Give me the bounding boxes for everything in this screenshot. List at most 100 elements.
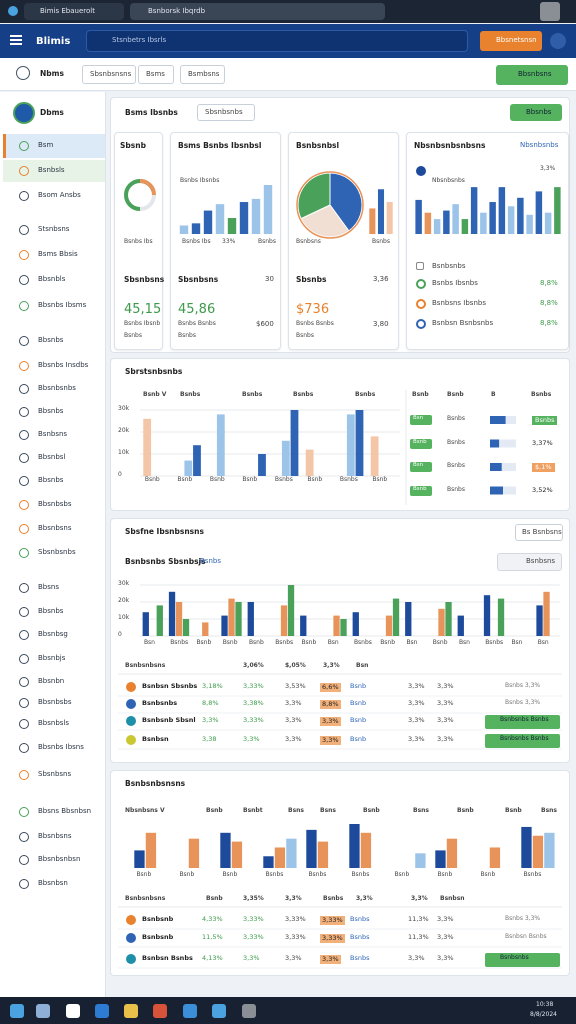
nav-item[interactable]: Bbsnbsg bbox=[38, 630, 68, 638]
taskbar-icon[interactable] bbox=[10, 1004, 24, 1018]
nav-item[interactable]: Bbsnbsns bbox=[38, 524, 72, 532]
bar bbox=[179, 225, 189, 234]
nav-item[interactable]: Bbsnbsbs bbox=[38, 500, 72, 508]
taskbar-icon[interactable] bbox=[242, 1004, 256, 1018]
nav-item[interactable]: Bsnbsns bbox=[38, 430, 68, 438]
bar bbox=[489, 847, 501, 868]
x-tick-label: Bsnb bbox=[307, 476, 323, 483]
bar bbox=[498, 187, 506, 234]
chart-link[interactable]: Bsnbs bbox=[200, 557, 221, 565]
nav-item[interactable]: Bbsnbs Ibsns bbox=[38, 743, 84, 751]
section-action[interactable] bbox=[510, 104, 562, 121]
nav-item[interactable]: Bbsnbsnbsn bbox=[38, 855, 81, 863]
x-tick-label: Bsnb bbox=[432, 639, 448, 646]
header-button[interactable] bbox=[480, 31, 542, 51]
taskbar-icon[interactable] bbox=[183, 1004, 197, 1018]
tab-title[interactable]: Bsnborsk Ibqrdb bbox=[148, 7, 206, 15]
nav-item[interactable]: Bbsnbs bbox=[38, 336, 64, 344]
nav-item[interactable]: Bsm bbox=[38, 141, 54, 149]
nav-icon bbox=[19, 630, 29, 640]
tab[interactable] bbox=[24, 3, 124, 20]
card-link[interactable]: Nbsnbsnbs bbox=[520, 141, 559, 149]
taskbar-icon[interactable] bbox=[36, 1004, 50, 1018]
table-cell: Bsnbs bbox=[350, 915, 370, 923]
note-value: 3,80 bbox=[373, 320, 389, 328]
nav-item[interactable]: Bbsnbsbs bbox=[38, 698, 72, 706]
nav-icon bbox=[19, 384, 29, 394]
taskbar-icon[interactable] bbox=[95, 1004, 109, 1018]
toolbar-button[interactable] bbox=[82, 65, 136, 84]
button-label[interactable]: Bbsnetsnsn bbox=[496, 36, 537, 44]
x-tick-label: Bsnb bbox=[177, 476, 193, 483]
nav-item[interactable]: Bbsnbsn bbox=[38, 879, 68, 887]
table-cell: Bsnbs bbox=[350, 933, 370, 941]
select[interactable] bbox=[497, 553, 562, 571]
bar bbox=[227, 218, 237, 234]
filter-label[interactable]: Sbsnbsnbs bbox=[205, 108, 243, 116]
nav-item[interactable]: Bbsnbjs bbox=[38, 654, 66, 662]
table-header: Bsnbsn bbox=[440, 895, 465, 902]
nav-item[interactable]: Bbsnbs Insdbs bbox=[38, 361, 89, 369]
nav-item[interactable]: Bbsnbs bbox=[38, 407, 64, 415]
nav-item[interactable]: Sbsnbsns bbox=[38, 770, 72, 778]
nav-item[interactable]: Bbsnbsns bbox=[38, 832, 72, 840]
bar bbox=[554, 187, 561, 234]
clock: 10:38 bbox=[536, 1001, 554, 1008]
button-label[interactable]: Bsmbsns bbox=[188, 70, 220, 78]
row-button[interactable] bbox=[485, 953, 560, 967]
list-value: 8,8% bbox=[540, 319, 558, 327]
bar bbox=[134, 850, 145, 868]
stat-number: 3,36 bbox=[373, 275, 389, 283]
nav-item[interactable]: Bsnbsls bbox=[38, 166, 65, 174]
nav-icon bbox=[19, 476, 29, 486]
chart-label: Nbsnbsnbs bbox=[432, 177, 465, 184]
taskbar-icon[interactable] bbox=[66, 1004, 80, 1018]
nav-item[interactable]: Bsms Bbsis bbox=[38, 250, 78, 258]
app-name: Blimis bbox=[36, 36, 71, 47]
section-button[interactable] bbox=[515, 524, 563, 541]
taskbar-icon[interactable] bbox=[124, 1004, 138, 1018]
bar bbox=[340, 619, 347, 636]
button-label[interactable]: Sbsnbsnsns bbox=[90, 70, 132, 78]
nav-item[interactable]: Bbsnbsl bbox=[38, 453, 66, 461]
nav-icon bbox=[19, 275, 29, 285]
taskbar-icon[interactable] bbox=[212, 1004, 226, 1018]
table-cell: Bsnbs 3,3% bbox=[505, 915, 541, 922]
nav-item[interactable]: Bbsnbn bbox=[38, 677, 65, 685]
nav-item[interactable]: Bsom Ansbs bbox=[38, 191, 81, 199]
tab[interactable] bbox=[130, 3, 385, 20]
button-label[interactable]: Bbsnbs bbox=[526, 108, 552, 116]
button-label[interactable]: Bsms bbox=[146, 70, 165, 78]
menu-icon[interactable] bbox=[10, 35, 22, 37]
search-box[interactable] bbox=[86, 30, 468, 52]
button-label[interactable]: Bbsnbsns bbox=[518, 70, 552, 78]
nav-item[interactable]: Bbsnbs bbox=[38, 607, 64, 615]
section-title: Sbrstsnbsnbs bbox=[125, 367, 183, 376]
nav-item[interactable]: Bbsnbls bbox=[38, 275, 66, 283]
button-label[interactable]: Bs Bsnbsns bbox=[522, 528, 562, 536]
bar bbox=[221, 615, 228, 636]
nav-item[interactable]: Bbsnbs Ibsms bbox=[38, 301, 87, 309]
date: 8/8/2024 bbox=[530, 1011, 557, 1018]
search-placeholder[interactable]: Stsnbetrs Ibsrls bbox=[112, 36, 167, 44]
row-button[interactable] bbox=[485, 734, 560, 748]
nav-item[interactable]: Bbsnbsls bbox=[38, 719, 70, 727]
nav-item[interactable]: Bbsns Bbsnbsn bbox=[38, 807, 92, 815]
stat-number: 30 bbox=[265, 275, 274, 283]
tab-title[interactable]: Bimis Ebauerolt bbox=[40, 7, 95, 15]
toolbar-action[interactable] bbox=[496, 65, 568, 85]
nav-item[interactable]: Bbsnbsnbs bbox=[38, 384, 76, 392]
nav-item[interactable]: Bbsnbs bbox=[38, 476, 64, 484]
table-cell: 3,18% bbox=[202, 682, 223, 690]
toolbar-button[interactable] bbox=[138, 65, 174, 84]
x-tick-label: Bsnb bbox=[394, 871, 410, 878]
bar bbox=[188, 838, 200, 868]
toolbar-button[interactable] bbox=[180, 65, 225, 84]
nav-item[interactable]: Sbsnbsnbs bbox=[38, 548, 76, 556]
nav-item[interactable]: Stsnbsns bbox=[38, 225, 70, 233]
taskbar-icon[interactable] bbox=[153, 1004, 167, 1018]
row-button[interactable] bbox=[485, 715, 560, 729]
select-label[interactable]: Bsnbsns bbox=[526, 557, 556, 565]
nav-item[interactable]: Bbsns bbox=[38, 583, 59, 591]
filter-select[interactable] bbox=[197, 104, 255, 121]
